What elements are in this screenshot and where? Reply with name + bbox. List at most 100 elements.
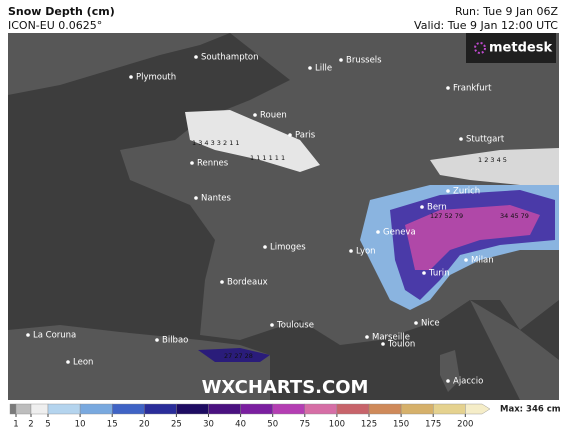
land-iberia [8,325,270,400]
city-label: Leon [73,358,93,368]
city-dot [420,205,424,209]
colorbar-tick-label: 1 [13,420,18,430]
colorbar-tick-label: 25 [171,420,182,430]
city-label: Rennes [197,159,229,169]
city-dot [414,321,418,325]
city-dot [446,379,450,383]
city-label: Bordeaux [227,278,268,288]
city-dot [339,58,343,62]
city-label: Toulouse [276,321,314,331]
colorbar-segment [336,403,370,415]
snow-label: 27 27 28 [224,352,253,360]
city-dot [155,338,159,342]
snow-label: 1 3 4 3 3 2 1 1 [192,139,240,147]
city-dot [288,133,292,137]
colorbar-tick-label: 175 [425,420,441,430]
snow-north-france [185,110,320,172]
logo-icon [474,42,486,54]
city-label: Nantes [201,194,232,204]
colorbar-segment [272,403,306,415]
colorbar-tick-label: 125 [361,420,377,430]
city-label: Brussels [346,56,382,66]
colorbar-tick-label: 30 [203,420,214,430]
city-label: Nice [421,319,440,329]
city-dot [190,161,194,165]
map: metdesk Southampton Brussels Plymouth Lille… [8,33,559,400]
city-label: Paris [295,131,316,141]
city-label: Stuttgart [466,135,505,145]
snow-pyrenees [198,348,270,362]
colorbar-tick-label: 2 [28,420,33,430]
run: Run: Tue 9 Jan 06Z [455,5,559,18]
colorbar-segment [79,403,113,415]
city-label: Ajaccio [453,377,483,387]
city-dot [220,280,224,284]
city-label: Marseille [372,333,410,343]
colorbar-tick-label: 40 [235,420,246,430]
colorbar-segment [400,403,434,415]
colorbar-tick-label: 15 [107,420,118,430]
colorbar-segment [304,403,338,415]
colorbar-tick-label: 20 [139,420,150,430]
snow-label: 34 45 79 [500,212,529,220]
max-label: Max: 346 cm [500,405,561,415]
city-label: Rouen [260,111,287,121]
city-dot [308,66,312,70]
city-dot [194,55,198,59]
city-label: Frankfurt [453,84,492,94]
city-dot [349,249,353,253]
colorbar-segment [176,403,209,415]
city-label: Bern [427,203,447,213]
colorbar-tick-label: 150 [393,420,409,430]
title: Snow Depth (cm) [8,5,115,18]
colorbar-segment [368,403,402,415]
snow-label: 127 52 79 [430,212,463,220]
colorbar-segment [208,403,241,415]
colorbar-segment [144,403,177,415]
city-label: Lille [315,64,332,74]
logo: metdesk [489,41,552,56]
city-label: Bilbao [162,336,188,346]
colorbar-tick-label: 50 [267,420,278,430]
colorbar-segment [111,403,145,415]
city-dot [26,333,30,337]
colorbar-segment [9,403,17,415]
logo-box [466,33,556,63]
colorbar-tick-label: 10 [75,420,86,430]
colorbar-segment [240,403,273,415]
colorbar-tick-label: 75 [299,420,310,430]
valid: Valid: Tue 9 Jan 12:00 UTC [414,19,558,32]
snow-label: 1 2 3 4 5 [478,156,507,164]
city-dot [194,196,198,200]
city-dot [446,86,450,90]
city-label: Zurich [453,187,480,197]
city-dot [129,75,133,79]
city-dot [459,137,463,141]
city-dot [66,360,70,364]
city-label: La Coruna [33,331,76,341]
land-italy [470,300,559,400]
city-dot [422,271,426,275]
colorbar-tick-label: 5 [45,420,50,430]
city-dot [464,258,468,262]
city-dot [253,113,257,117]
city-label: Turin [428,269,450,279]
city-label: Geneva [383,228,416,238]
colorbar-tick-label: 100 [329,420,345,430]
snow-alps-core [405,205,540,270]
colorbar-tick-label: 200 [457,420,473,430]
city-dot [376,230,380,234]
city-label: Southampton [201,53,259,63]
watermark: WXCHARTS.COM [202,377,369,398]
colorbar-segment [30,403,49,415]
city-dot [446,189,450,193]
city-label: Plymouth [136,73,176,83]
model: ICON-EU 0.0625° [8,19,102,32]
city-label: Lyon [356,247,376,257]
snow-label: 1 1 1 1 1 1 [250,154,285,162]
snow-germany [430,148,559,190]
city-dot [263,245,267,249]
city-dot [365,335,369,339]
